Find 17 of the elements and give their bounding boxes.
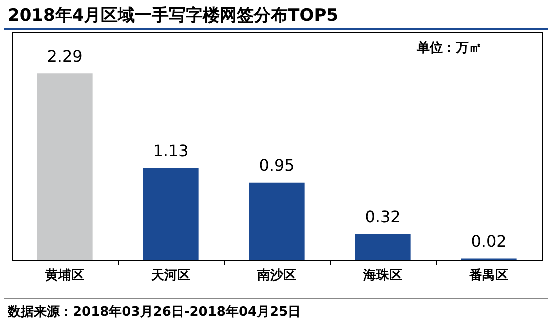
data-label: 0.95 xyxy=(259,156,295,176)
x-tick-label: 黄埔区 xyxy=(44,268,84,284)
bar xyxy=(37,74,93,260)
chart-title: 2018年4月区域一手写字楼网签分布TOP5 xyxy=(8,5,338,27)
annotation: 单位：万㎡ xyxy=(416,40,482,56)
data-label: 0.02 xyxy=(471,232,507,251)
x-tick-label: 南沙区 xyxy=(256,268,296,284)
source-note: 数据来源：2018年03月26日-2018年04月25日 xyxy=(8,304,302,321)
data-label: 0.32 xyxy=(365,207,401,226)
bar xyxy=(249,182,305,260)
bar xyxy=(143,168,199,260)
x-tick-label: 天河区 xyxy=(150,268,190,284)
x-tick-label: 海珠区 xyxy=(362,268,402,284)
bar xyxy=(355,234,411,260)
data-label: 1.13 xyxy=(153,141,189,160)
x-tick-label: 番禺区 xyxy=(468,268,508,284)
data-label: 2.29 xyxy=(47,46,83,66)
